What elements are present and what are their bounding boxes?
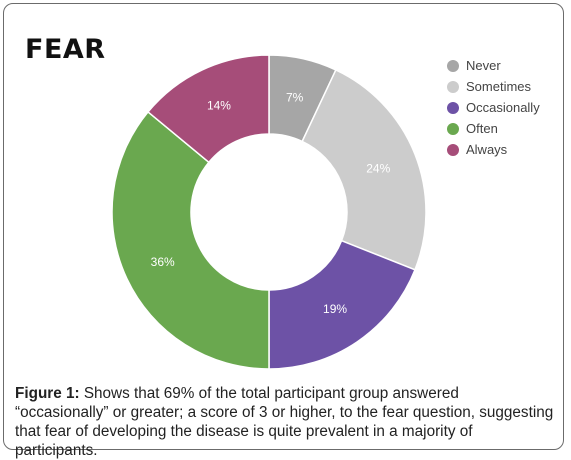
slice-often	[111, 110, 270, 370]
caption-label: Figure 1:	[15, 385, 80, 402]
caption-text: Shows that 69% of the total participant …	[15, 385, 554, 459]
slice-sometimes	[301, 68, 427, 271]
legend-swatch-always	[447, 143, 459, 156]
chart-title: FEAR	[25, 34, 106, 65]
slice-label-always: 14%	[207, 99, 231, 113]
legend-label-often: Often	[466, 121, 498, 136]
slice-always	[146, 54, 270, 164]
legend-item-occasionally: Occasionally	[447, 97, 540, 118]
legend-item-never: Never	[447, 55, 540, 76]
slice-label-occasionally: 19%	[323, 302, 347, 316]
figure-caption: Figure 1: Shows that 69% of the total pa…	[15, 384, 555, 460]
legend-swatch-often	[447, 122, 459, 135]
slice-label-sometimes: 24%	[366, 162, 390, 176]
slice-label-never: 7%	[286, 90, 304, 104]
legend-swatch-occasionally	[447, 101, 459, 114]
legend-item-often: Often	[447, 118, 540, 139]
legend-swatch-sometimes	[447, 80, 459, 93]
slice-label-often: 36%	[151, 255, 175, 269]
slice-occasionally	[268, 239, 416, 370]
legend-item-always: Always	[447, 139, 540, 160]
legend-swatch-never	[447, 59, 459, 72]
legend-label-always: Always	[466, 142, 508, 157]
legend-item-sometimes: Sometimes	[447, 76, 540, 97]
legend-label-sometimes: Sometimes	[466, 79, 532, 94]
legend-label-occasionally: Occasionally	[466, 100, 540, 115]
chart-legend: Never Sometimes Occasionally Often Always	[447, 55, 540, 160]
legend-label-never: Never	[466, 58, 501, 73]
